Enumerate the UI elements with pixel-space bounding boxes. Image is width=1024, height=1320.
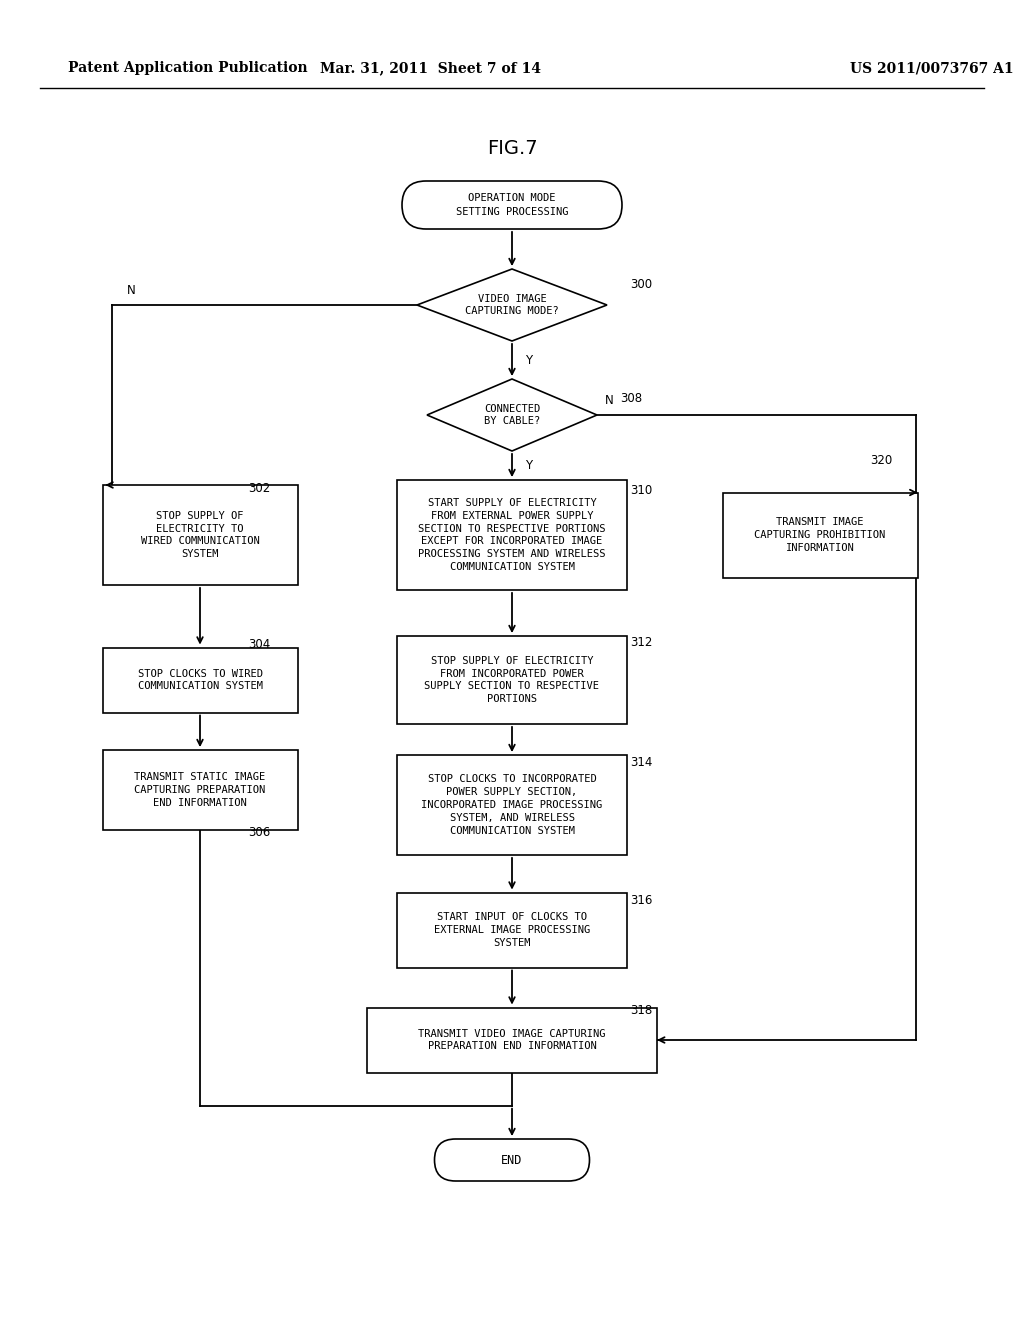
Text: TRANSMIT VIDEO IMAGE CAPTURING
PREPARATION END INFORMATION: TRANSMIT VIDEO IMAGE CAPTURING PREPARATI…	[418, 1028, 606, 1052]
Polygon shape	[427, 379, 597, 451]
Text: STOP SUPPLY OF ELECTRICITY
FROM INCORPORATED POWER
SUPPLY SECTION TO RESPECTIVE
: STOP SUPPLY OF ELECTRICITY FROM INCORPOR…	[425, 656, 599, 704]
Text: 300: 300	[630, 279, 652, 292]
Text: 310: 310	[630, 483, 652, 496]
Text: 302: 302	[248, 482, 270, 495]
Text: Mar. 31, 2011  Sheet 7 of 14: Mar. 31, 2011 Sheet 7 of 14	[319, 61, 541, 75]
Bar	[723, 492, 918, 578]
Text: OPERATION MODE
SETTING PROCESSING: OPERATION MODE SETTING PROCESSING	[456, 194, 568, 216]
Text: N: N	[605, 393, 613, 407]
Text: FIG.7: FIG.7	[486, 139, 538, 157]
Text: US 2011/0073767 A1: US 2011/0073767 A1	[850, 61, 1014, 75]
Bar	[397, 480, 627, 590]
Text: 306: 306	[248, 826, 270, 840]
Text: 314: 314	[630, 755, 652, 768]
Text: N: N	[127, 284, 136, 297]
Text: 318: 318	[630, 1003, 652, 1016]
Text: 316: 316	[630, 894, 652, 907]
Text: Y: Y	[525, 354, 532, 367]
Text: TRANSMIT STATIC IMAGE
CAPTURING PREPARATION
END INFORMATION: TRANSMIT STATIC IMAGE CAPTURING PREPARAT…	[134, 772, 265, 808]
Text: END: END	[502, 1154, 522, 1167]
Text: Y: Y	[525, 459, 532, 473]
Text: 320: 320	[870, 454, 892, 466]
Text: START INPUT OF CLOCKS TO
EXTERNAL IMAGE PROCESSING
SYSTEM: START INPUT OF CLOCKS TO EXTERNAL IMAGE …	[434, 912, 590, 948]
Bar	[102, 484, 298, 585]
Text: STOP CLOCKS TO INCORPORATED
POWER SUPPLY SECTION,
INCORPORATED IMAGE PROCESSING
: STOP CLOCKS TO INCORPORATED POWER SUPPLY…	[421, 775, 603, 836]
Bar	[397, 636, 627, 723]
Bar	[367, 1007, 657, 1072]
Text: 308: 308	[620, 392, 642, 404]
FancyBboxPatch shape	[434, 1139, 590, 1181]
Text: START SUPPLY OF ELECTRICITY
FROM EXTERNAL POWER SUPPLY
SECTION TO RESPECTIVE POR: START SUPPLY OF ELECTRICITY FROM EXTERNA…	[418, 498, 606, 572]
Bar	[102, 750, 298, 830]
Text: TRANSMIT IMAGE
CAPTURING PROHIBITION
INFORMATION: TRANSMIT IMAGE CAPTURING PROHIBITION INF…	[755, 517, 886, 553]
Text: 312: 312	[630, 636, 652, 649]
Bar	[397, 892, 627, 968]
Polygon shape	[417, 269, 607, 341]
Text: VIDEO IMAGE
CAPTURING MODE?: VIDEO IMAGE CAPTURING MODE?	[465, 293, 559, 317]
FancyBboxPatch shape	[402, 181, 622, 228]
Text: CONNECTED
BY CABLE?: CONNECTED BY CABLE?	[484, 404, 540, 426]
Text: 304: 304	[248, 639, 270, 652]
Bar	[397, 755, 627, 855]
Text: Patent Application Publication: Patent Application Publication	[68, 61, 307, 75]
Text: STOP CLOCKS TO WIRED
COMMUNICATION SYSTEM: STOP CLOCKS TO WIRED COMMUNICATION SYSTE…	[137, 669, 262, 692]
Bar	[102, 648, 298, 713]
Text: STOP SUPPLY OF
ELECTRICITY TO
WIRED COMMUNICATION
SYSTEM: STOP SUPPLY OF ELECTRICITY TO WIRED COMM…	[140, 511, 259, 560]
